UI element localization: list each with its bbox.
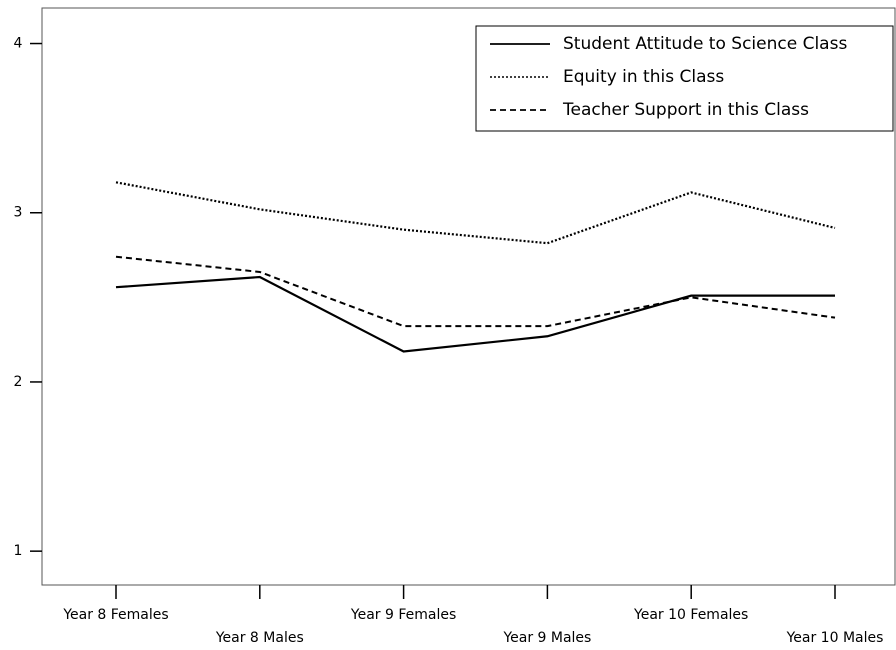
x-tick-label: Year 9 Females <box>350 607 456 623</box>
y-tick-label: 3 <box>14 205 23 221</box>
x-tick-label: Year 9 Males <box>502 630 591 646</box>
y-tick-label: 4 <box>14 36 23 52</box>
y-tick-label: 1 <box>14 543 23 559</box>
series-line <box>115 255 836 328</box>
legend-label: Equity in this Class <box>563 67 724 87</box>
legend-label: Student Attitude to Science Class <box>563 34 847 54</box>
legend-label: Teacher Support in this Class <box>562 100 809 120</box>
x-tick-label: Year 10 Males <box>786 630 884 646</box>
series-line <box>115 275 835 353</box>
series-line <box>115 181 836 245</box>
plot-frame <box>41 7 896 586</box>
x-tick-label: Year 8 Females <box>62 607 168 623</box>
x-tick-label: Year 8 Males <box>215 630 304 646</box>
y-tick-label: 2 <box>14 374 23 390</box>
x-tick-label: Year 10 Females <box>633 607 748 623</box>
